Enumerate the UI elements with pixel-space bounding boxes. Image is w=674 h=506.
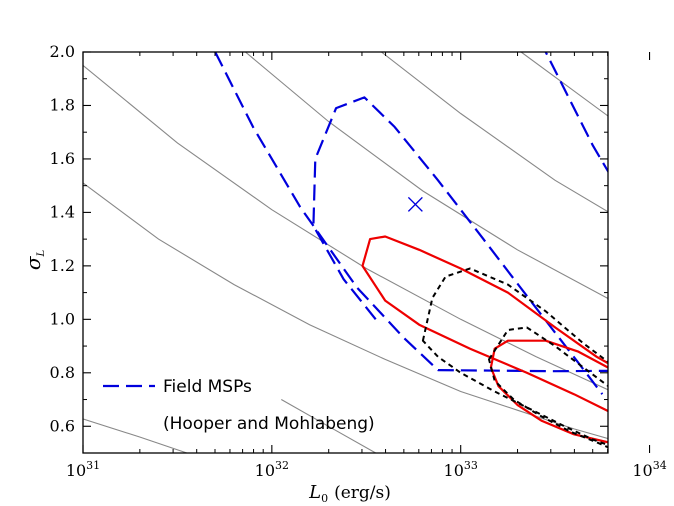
- field-msp-best-fit: [407, 196, 423, 212]
- y-axis-label-sub: L: [36, 249, 47, 257]
- grey-line-5: [520, 52, 608, 117]
- x-axis-label-main: L: [308, 482, 321, 503]
- field-msp-inner-contour: [312, 96, 604, 395]
- plot-frame: [82, 51, 609, 454]
- legend-label-field-msps: Field MSPs: [163, 377, 252, 397]
- black-best-fit-dot: [646, 416, 654, 424]
- y-tick-label: 2.0: [50, 42, 75, 61]
- grey-line-6: [83, 418, 188, 453]
- field-msp-outer-contour: [214, 52, 608, 373]
- plot-area: [83, 52, 659, 453]
- grey-line-3: [245, 52, 608, 300]
- y-tick-label: 0.8: [50, 363, 75, 382]
- x-tick-label: 1031: [66, 459, 100, 480]
- y-tick-label: 1.4: [50, 202, 75, 221]
- x-axis-label: L0 (erg/s): [308, 482, 391, 505]
- legend-note: (Hooper and Mohlabeng): [163, 414, 375, 434]
- grey-line-4: [381, 52, 608, 213]
- y-tick-label: 0.6: [50, 416, 75, 435]
- red-outer-contour: [361, 235, 608, 413]
- red-inner-contour: [489, 339, 608, 444]
- grey-line-2: [83, 64, 608, 391]
- legend: Field MSPs (Hooper and Mohlabeng): [103, 377, 375, 434]
- y-axis-label: σL: [21, 249, 47, 270]
- x-tick-label: 1032: [255, 459, 289, 480]
- y-tick-label: 1.8: [50, 95, 75, 114]
- axis-ticks: 1031 1032 1033 1034 0.6 0.8 1.0 1.2 1.4 1.6 1.8 2.0: [50, 42, 667, 480]
- y-tick-label: 1.2: [50, 256, 75, 275]
- black-inner-contour: [488, 326, 608, 449]
- y-tick-label: 1.0: [50, 309, 75, 328]
- x-tick-label: 1033: [444, 459, 478, 480]
- x-axis-label-unit: (erg/s): [334, 483, 391, 503]
- y-tick-label: 1.6: [50, 149, 75, 168]
- x-axis-label-sub: 0: [321, 492, 328, 505]
- axis-labels: L0 (erg/s) σL: [21, 249, 391, 505]
- grey-line-7: [281, 399, 376, 453]
- black-outer-contour: [421, 267, 608, 447]
- red-best-fit-dot: [651, 410, 659, 418]
- x-tick-label: 1034: [632, 459, 666, 480]
- y-axis-label-main: σ: [21, 255, 45, 270]
